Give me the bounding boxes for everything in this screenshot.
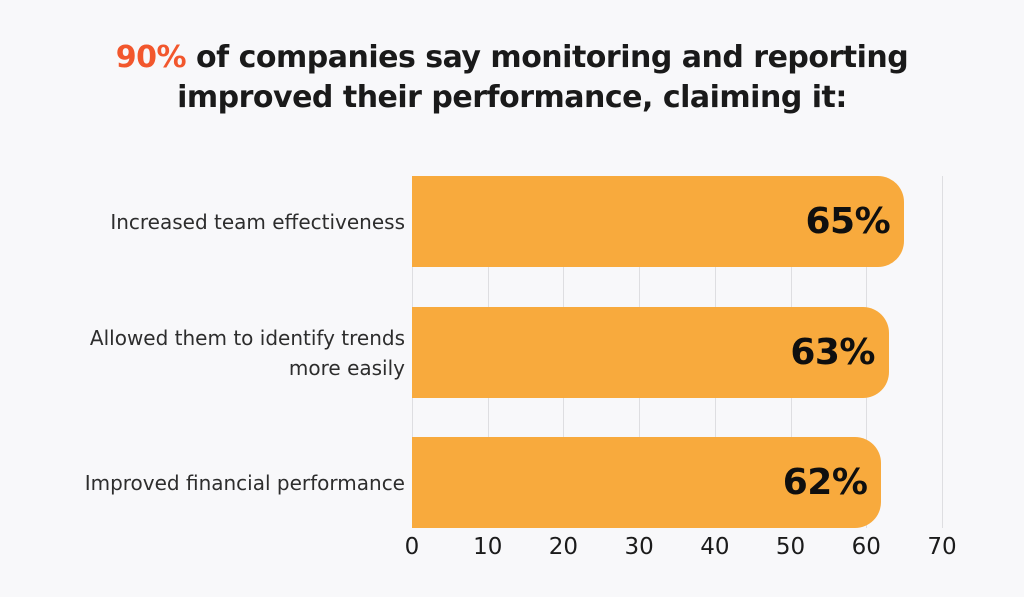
category-label: Improved financial performance (20, 437, 405, 528)
chart-title-line-2: improved their performance, claiming it: (177, 80, 847, 115)
chart-title-line-1-rest: of companies say monitoring and reportin… (186, 40, 909, 75)
bar-identify-trends: 63% (412, 307, 889, 398)
category-label-line: more easily (288, 355, 405, 380)
bar-row: Allowed them to identify trends more easi… (0, 307, 1024, 398)
x-tick-label: 20 (548, 534, 579, 560)
x-tick-label: 30 (624, 534, 654, 560)
x-tick-label: 40 (700, 534, 730, 560)
chart-title: 90% of companies say monitoring and repo… (0, 38, 1024, 118)
bar-value-label: 65% (805, 201, 891, 242)
category-label: Allowed them to identify trends more easi… (20, 307, 405, 398)
bar-increased-team-effectiveness: 65% (412, 176, 905, 267)
x-tick-label: 10 (473, 534, 503, 560)
x-tick-label: 50 (775, 534, 806, 560)
bar-value-label: 62% (782, 462, 868, 503)
category-label-line: Increased team effectiveness (110, 209, 405, 234)
chart-title-highlight: 90% (115, 40, 187, 75)
x-tick-label: 0 (404, 534, 420, 560)
category-label: Increased team effectiveness (20, 176, 405, 267)
bar-improved-financial-performance: 62% (412, 437, 882, 528)
gridline (942, 176, 943, 528)
bar-row: Improved financial performance 62% (0, 437, 1024, 528)
bar-row: Increased team effectiveness 65% (0, 176, 1024, 267)
bar-value-label: 63% (790, 332, 875, 373)
category-label-line: Allowed them to identify trends (89, 325, 405, 350)
x-tick-label: 60 (851, 534, 881, 560)
category-label-line: Improved financial performance (84, 470, 405, 495)
chart-title-line-1: 90% of companies say monitoring and repo… (0, 38, 1024, 78)
x-tick-label: 70 (927, 534, 957, 560)
